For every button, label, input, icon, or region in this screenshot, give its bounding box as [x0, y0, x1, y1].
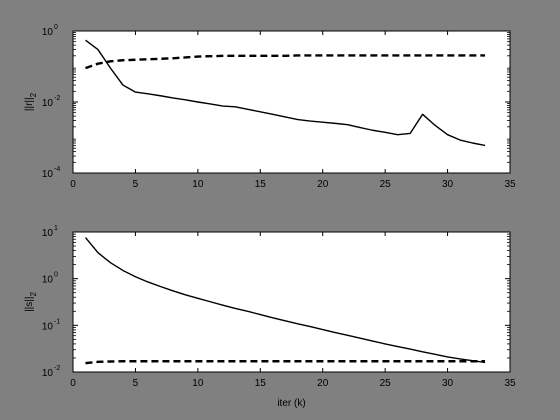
x-axis-label: iter (k)	[277, 398, 305, 409]
y-axis-label: ||s||2	[24, 292, 38, 312]
x-tick-label: 10	[192, 179, 204, 190]
series-line-solid	[84, 237, 486, 364]
x-tick-label: 35	[504, 179, 516, 190]
y-tick-label: 10	[42, 27, 54, 38]
y-axis-label: ||r||2	[24, 92, 38, 111]
y-tick-exponent: -1	[54, 318, 60, 325]
x-tick-label: 10	[192, 378, 204, 389]
x-tick-label: 35	[504, 378, 516, 389]
series-line-dashed	[85, 54, 486, 70]
x-tick-label: 30	[442, 378, 454, 389]
x-tick-label: 15	[255, 378, 267, 389]
axes-box	[72, 231, 511, 373]
y-tick-label: 10	[42, 169, 54, 180]
plot-area	[73, 31, 510, 173]
x-tick-label: 20	[317, 378, 329, 389]
x-tick-label: 25	[380, 179, 392, 190]
y-tick-exponent: 1	[54, 225, 58, 232]
y-tick-exponent: 0	[54, 272, 58, 279]
y-tick-label: 10	[42, 228, 54, 239]
x-tick-label: 0	[70, 378, 76, 389]
x-tick-label: 0	[70, 179, 76, 190]
x-tick-label: 25	[380, 378, 392, 389]
y-axis-label-subscript: 2	[29, 92, 38, 97]
x-tick-label: 15	[255, 179, 267, 190]
y-tick-exponent: -2	[54, 365, 60, 372]
x-tick-label: 20	[317, 179, 329, 190]
y-tick-label: 10	[42, 98, 54, 109]
y-tick-label: 10	[42, 368, 54, 379]
x-tick-label: 30	[442, 179, 454, 190]
y-tick-exponent: -4	[54, 166, 60, 173]
series-line-dashed	[85, 360, 486, 365]
y-tick-label: 10	[42, 275, 54, 286]
y-tick-exponent: 0	[54, 24, 58, 31]
series-line-solid	[85, 39, 486, 147]
y-axis-label-subscript: 2	[29, 292, 38, 297]
y-tick-exponent: -2	[54, 95, 60, 102]
y-axis-label-main: ||s||	[24, 297, 35, 312]
y-tick-label: 10	[42, 321, 54, 332]
x-tick-label: 5	[133, 179, 139, 190]
plot-area	[73, 232, 510, 372]
x-tick-label: 5	[133, 378, 139, 389]
y-axis-label-main: ||r||	[24, 97, 35, 111]
